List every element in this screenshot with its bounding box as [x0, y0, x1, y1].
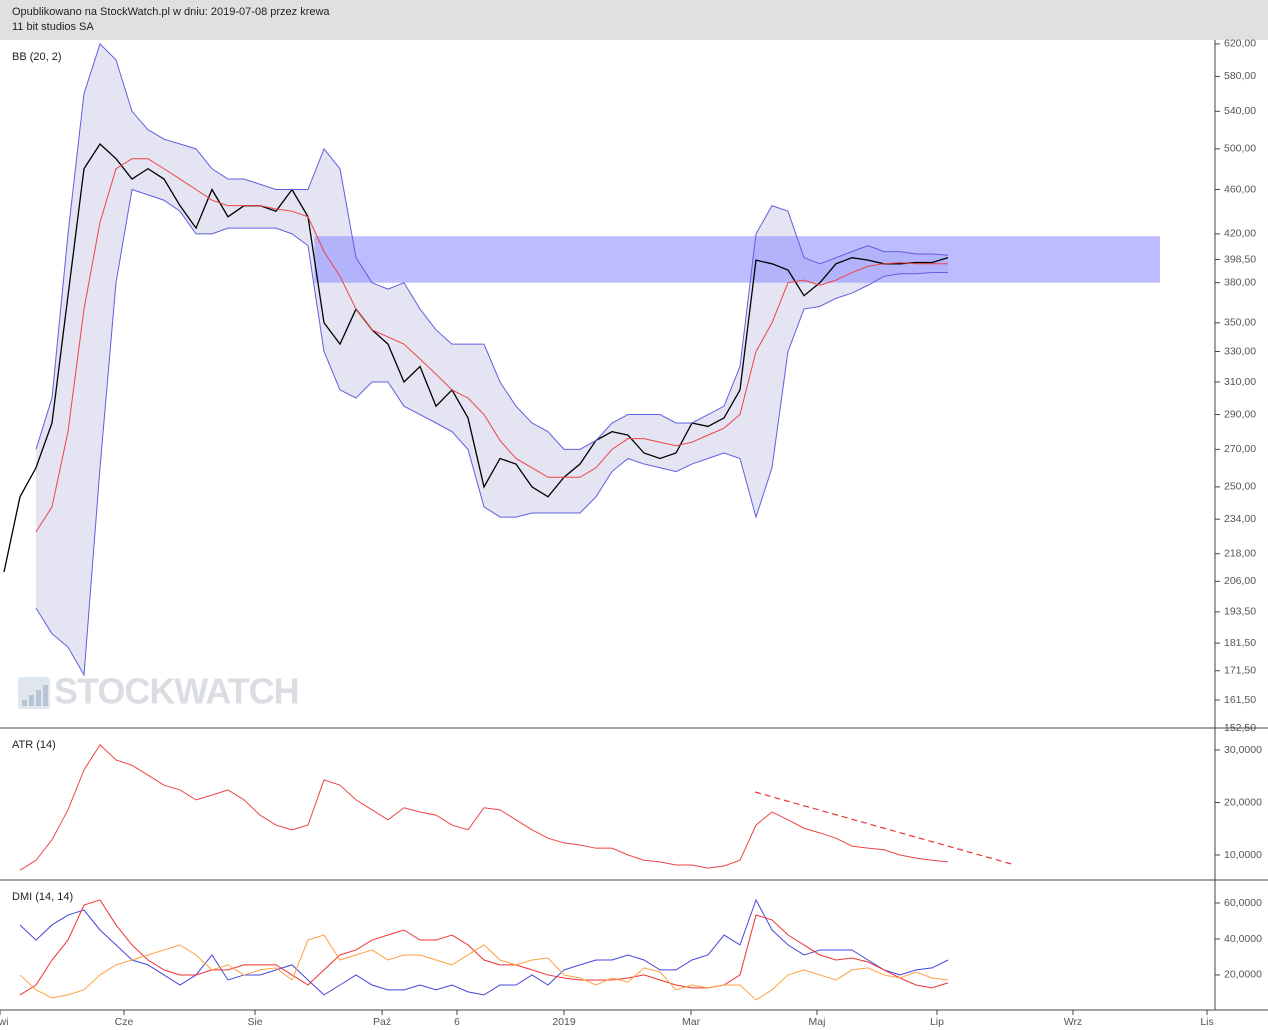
y-tick-label: 290,00 — [1224, 408, 1256, 420]
y-tick-label: 500,00 — [1224, 143, 1256, 155]
y-tick-label: 206,00 — [1224, 575, 1256, 587]
y-tick-label: 310,00 — [1224, 376, 1256, 388]
y-tick-label: 250,00 — [1224, 481, 1256, 493]
series-line — [19, 743, 949, 871]
y-tick-label: 420,00 — [1224, 228, 1256, 240]
x-tick-label: 6 — [454, 1016, 460, 1028]
series-line — [35, 42, 949, 450]
header-line: 11 bit studios SA — [12, 21, 94, 33]
panel — [19, 898, 949, 1001]
panel-title: BB (20, 2) — [12, 51, 62, 63]
panel — [19, 743, 1016, 871]
y-tick-label: 60,0000 — [1224, 897, 1262, 909]
y-tick-label: 40,0000 — [1224, 933, 1262, 945]
x-tick-label: Paź — [373, 1016, 391, 1028]
panel — [3, 42, 1160, 677]
y-tick-label: 380,00 — [1224, 276, 1256, 288]
series-line — [35, 188, 948, 677]
watermark-icon-bar — [43, 685, 48, 706]
y-tick-label: 20,0000 — [1224, 796, 1262, 808]
header-bar — [0, 0, 1268, 40]
watermark-icon-bar — [36, 690, 41, 706]
series-line — [3, 142, 949, 573]
y-tick-label: 330,00 — [1224, 345, 1256, 357]
y-tick-label: 10,0000 — [1224, 849, 1262, 861]
band-fill — [36, 43, 948, 676]
x-tick-label: Lis — [1200, 1016, 1213, 1028]
series-line — [19, 898, 949, 996]
resistance-zone — [314, 236, 1160, 283]
panel-title: ATR (14) — [12, 739, 56, 751]
series-line — [19, 934, 949, 1001]
y-tick-label: 181,50 — [1224, 637, 1256, 649]
y-tick-label: 218,00 — [1224, 547, 1256, 559]
y-tick-label: 460,00 — [1224, 183, 1256, 195]
y-tick-label: 398,50 — [1224, 253, 1256, 265]
header-line: Opublikowano na StockWatch.pl w dniu: 20… — [12, 6, 330, 18]
y-tick-label: 152,50 — [1224, 722, 1256, 734]
y-tick-label: 30,0000 — [1224, 744, 1262, 756]
y-tick-label: 580,00 — [1224, 70, 1256, 82]
watermark-icon-bar — [29, 695, 34, 706]
series-line — [35, 158, 948, 533]
x-tick-label: Lip — [930, 1016, 944, 1028]
y-tick-label: 234,00 — [1224, 513, 1256, 525]
x-tick-label: Wrz — [1064, 1016, 1082, 1028]
watermark: STOCKWATCH — [54, 671, 299, 712]
x-tick-label: Sie — [247, 1016, 262, 1028]
y-tick-label: 350,00 — [1224, 317, 1256, 329]
x-tick-label: 2019 — [552, 1016, 576, 1028]
y-tick-label: 540,00 — [1224, 105, 1256, 117]
y-tick-label: 620,00 — [1224, 38, 1256, 50]
x-tick-label: Cze — [115, 1016, 134, 1028]
panel-title: DMI (14, 14) — [12, 891, 73, 903]
y-tick-label: 171,50 — [1224, 665, 1256, 677]
series-line — [19, 899, 949, 996]
y-tick-label: 270,00 — [1224, 443, 1256, 455]
y-tick-label: 161,50 — [1224, 694, 1256, 706]
y-tick-label: 193,50 — [1224, 606, 1256, 618]
x-tick-label: Kwi — [0, 1016, 8, 1028]
x-tick-label: Mar — [682, 1016, 701, 1028]
x-tick-label: Maj — [808, 1016, 825, 1028]
y-tick-label: 20,0000 — [1224, 969, 1262, 981]
watermark-icon-bar — [22, 700, 27, 706]
trendline — [754, 791, 1016, 866]
